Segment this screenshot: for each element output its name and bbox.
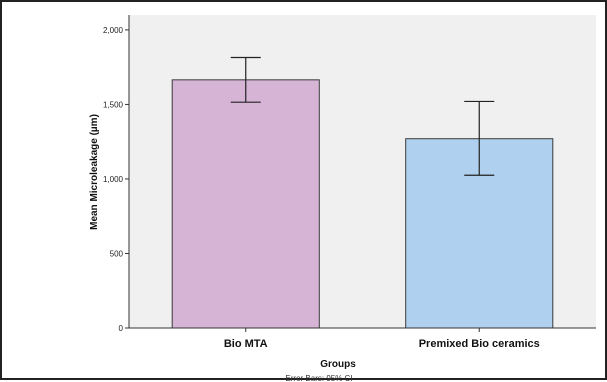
y-tick-label: 500 bbox=[110, 249, 124, 258]
y-tick-label: 1,000 bbox=[103, 175, 124, 184]
y-tick-label: 0 bbox=[119, 324, 124, 333]
error-bar bbox=[230, 56, 261, 103]
bar-bio-mta bbox=[171, 79, 320, 329]
x-category-label: Premixed Bio ceramics bbox=[419, 338, 540, 350]
x-axis-title: Groups bbox=[320, 359, 356, 370]
y-axis-title: Mean Microleakage (µm) bbox=[89, 114, 100, 230]
y-tick-label: 2,000 bbox=[103, 26, 124, 35]
error-bars-footnote: Error Bars: 95% CI bbox=[285, 374, 352, 382]
x-category-label: Bio MTA bbox=[224, 338, 268, 350]
y-tick-label: 1,500 bbox=[103, 100, 124, 109]
error-bar bbox=[464, 100, 495, 176]
